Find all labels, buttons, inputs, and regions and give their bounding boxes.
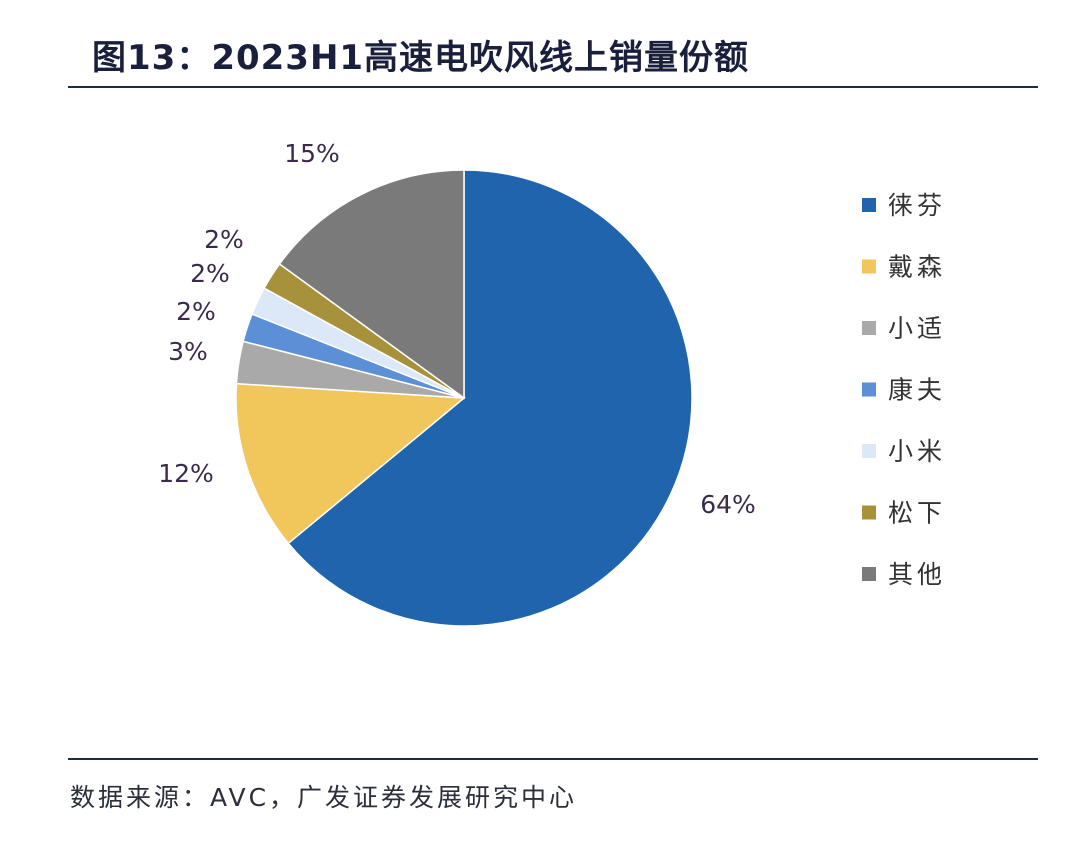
pie-slice-2 — [235, 382, 466, 545]
legend-label-2: 戴森 — [888, 253, 946, 282]
slice-label-4: 2% — [176, 297, 216, 326]
slice-label-6: 2% — [204, 225, 244, 254]
legend-label-6: 松下 — [888, 499, 946, 528]
legend-swatch-7 — [862, 567, 876, 581]
legend-swatch-3 — [862, 321, 876, 335]
legend-label-3: 小适 — [888, 314, 946, 343]
legend-swatch-6 — [862, 505, 876, 520]
chart-title: 图13：2023H1高速电吹风线上销量份额 — [92, 38, 750, 78]
pie-slice-7 — [278, 169, 465, 400]
legend-label-4: 康夫 — [888, 376, 946, 405]
source-note: 数据来源：AVC，广发证券发展研究中心 — [70, 783, 578, 812]
pie-slice-1 — [287, 169, 693, 627]
pie-slices — [235, 169, 693, 627]
legend-swatch-2 — [862, 259, 876, 274]
slice-labels: 64% 12% 3% 2% 2% 2% 15% — [158, 139, 756, 519]
source-divider — [68, 758, 1038, 760]
legend-swatch-4 — [862, 382, 876, 397]
legend-swatch-5 — [862, 444, 876, 458]
slice-label-2: 12% — [158, 459, 214, 488]
legend-label-1: 徕芬 — [888, 191, 946, 220]
legend-label-7: 其他 — [888, 560, 946, 589]
slice-label-7: 15% — [284, 139, 340, 168]
slice-label-5: 2% — [190, 259, 230, 288]
slice-label-3: 3% — [168, 337, 208, 366]
slice-label-1: 64% — [700, 490, 756, 519]
legend-label-5: 小米 — [888, 437, 946, 466]
title-divider — [68, 86, 1038, 88]
legend-swatch-1 — [862, 198, 876, 212]
